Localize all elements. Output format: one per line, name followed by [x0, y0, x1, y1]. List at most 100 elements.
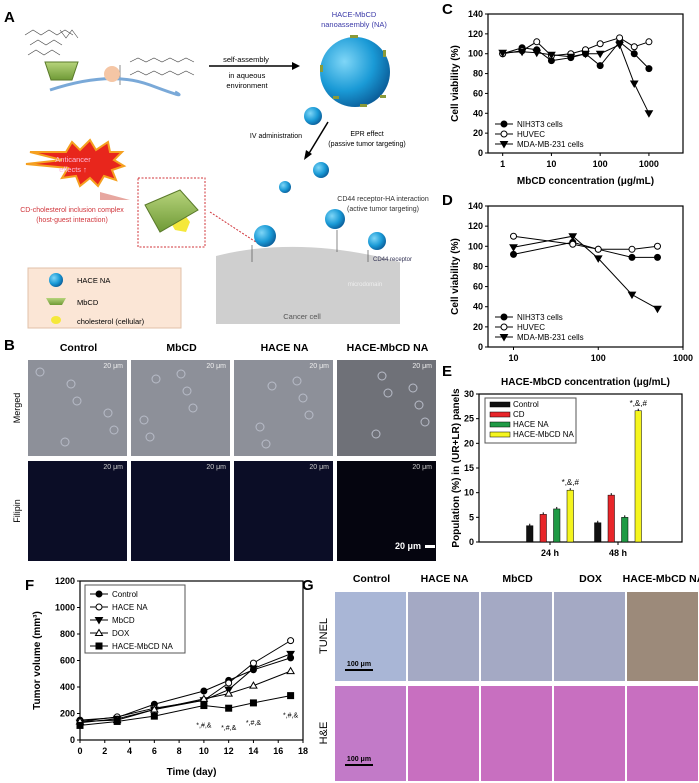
data-point	[593, 255, 603, 263]
panel-g-histology: G Control HACE NA MbCD DOX HACE-MbCD NA TUNEL…	[302, 573, 699, 781]
data-point	[509, 244, 518, 252]
data-point	[653, 253, 661, 261]
data-point	[627, 291, 637, 300]
y-tick-label: 80	[473, 69, 483, 79]
legend-label: Control	[513, 400, 539, 409]
data-point	[225, 704, 233, 712]
tunel-image-tile	[408, 592, 479, 681]
cancer-cell-label: Cancer cell	[283, 312, 321, 321]
panel-label-a: A	[4, 9, 15, 26]
inclusion-label-2: (host-guest interaction)	[36, 217, 108, 224]
anticancer-label: Anticancer	[55, 155, 91, 164]
epr-label: EPR effect	[350, 131, 383, 138]
data-point	[510, 250, 518, 258]
bar	[526, 525, 534, 543]
mbcd-inset-cone	[144, 189, 199, 233]
data-point	[76, 721, 84, 729]
y-tick-label: 140	[468, 201, 483, 211]
x-axis-label: Time (day)	[167, 767, 217, 778]
cell	[304, 410, 314, 420]
tile-scale-label: 20 μm	[103, 464, 123, 471]
data-point	[95, 590, 103, 598]
significance-annotation: *,#,&	[221, 725, 237, 732]
series-nih3t3-cells	[510, 238, 661, 261]
series-mda-mb-231-cells	[498, 41, 654, 118]
column-header: MbCD	[502, 573, 533, 585]
scale-bar-label: 20 μm	[395, 541, 421, 551]
series-mda-mb-231-cells	[509, 233, 662, 314]
tile-scale-label: 20 μm	[206, 363, 226, 370]
legend-swatch	[489, 421, 511, 428]
panel-label-f: F	[25, 577, 34, 594]
he-image-tile	[335, 686, 406, 781]
data-point	[95, 603, 103, 611]
legend-box	[484, 397, 577, 444]
panel-label-b: B	[4, 337, 15, 354]
significance-annotation: *,#,&	[283, 713, 299, 720]
x-tick-label: 10	[199, 746, 209, 756]
column-header: Control	[353, 573, 390, 585]
y-axis-label: Cell viability (%)	[450, 45, 461, 122]
plot-frame	[487, 205, 684, 348]
x-tick-label: 14	[248, 746, 258, 756]
legend-swatch	[489, 411, 511, 418]
series-line	[502, 37, 650, 57]
y-tick-label: 0	[478, 148, 483, 158]
cancer-cell	[216, 246, 400, 324]
bar	[634, 410, 642, 543]
column-header: DOX	[579, 573, 602, 585]
y-tick-label: 15	[464, 463, 474, 473]
y-tick-label: 140	[468, 9, 483, 19]
cell	[103, 408, 113, 418]
scale-bar	[345, 764, 373, 766]
data-point	[645, 38, 653, 46]
tunel-image-tile	[481, 592, 552, 681]
tile-scale-label: 20 μm	[412, 464, 432, 471]
hace-na-legend-icon	[49, 273, 63, 287]
legend-label: NIH3T3 cells	[517, 313, 563, 322]
x-tick-label: 6	[152, 746, 157, 756]
panel-label-e: E	[442, 363, 452, 380]
x-tick-label: 8	[177, 746, 182, 756]
panel-label-g: G	[302, 577, 314, 594]
legend-swatch	[489, 431, 511, 438]
y-tick-label: 120	[468, 221, 483, 231]
data-point	[200, 702, 208, 710]
plot-frame	[487, 13, 684, 154]
panel-b-microscopy: B Control 20 μm 20 μm MbCD 20 μm 20 μm HACE NA…	[4, 337, 436, 561]
scale-bar	[425, 545, 435, 548]
x-tick-label: 0	[77, 746, 82, 756]
legend-label: HUVEC	[517, 130, 545, 139]
aqueous-label-2: environment	[226, 81, 268, 90]
cell	[139, 415, 149, 425]
he-image-tile	[408, 686, 479, 781]
significance-annotation: *,#,&	[246, 720, 262, 727]
y-tick-label: 800	[60, 629, 75, 639]
y-tick-label: 0	[478, 342, 483, 352]
cell	[383, 388, 393, 398]
filipin-image-tile	[28, 461, 127, 561]
data-point	[566, 53, 576, 62]
tunel-image-tile	[627, 592, 698, 681]
mbcd-surface-dots	[320, 35, 386, 107]
series-hace-mbcd-na	[76, 692, 295, 729]
filipin-image-tile	[234, 461, 333, 561]
nanoassembly-sphere	[320, 37, 390, 107]
significance-annotation: *,&,#	[562, 478, 580, 487]
legend-label: MbCD	[112, 616, 135, 625]
data-point	[249, 665, 258, 673]
he-image-tile	[481, 686, 552, 781]
up-arrow-band	[42, 192, 130, 200]
cell	[414, 400, 424, 410]
legend-box	[84, 584, 186, 654]
legend-cholesterol: cholesterol (cellular)	[77, 317, 145, 326]
anticancer-burst	[25, 138, 127, 188]
y-tick-label: 20	[473, 128, 483, 138]
row-label: TUNEL	[318, 618, 330, 654]
series-huvec	[510, 232, 661, 253]
data-point	[630, 43, 638, 51]
bar	[553, 508, 561, 543]
y-tick-label: 0	[70, 735, 75, 745]
y-tick-label: 100	[468, 49, 483, 59]
column-header: HACE-MbCD NA	[347, 342, 429, 354]
